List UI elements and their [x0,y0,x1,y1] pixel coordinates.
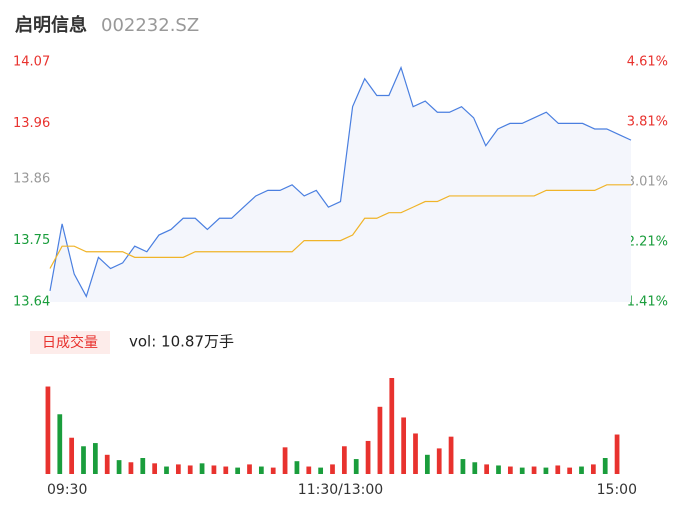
volume-bar [436,448,442,474]
volume-bar [602,458,608,474]
volume-bar [413,433,418,474]
volume-bar [187,465,193,474]
volume-bar [472,462,478,474]
volume-bar [247,464,252,474]
volume-bar [543,467,549,474]
volume-bar [294,461,300,474]
stock-code: 002232.SZ [101,15,199,36]
volume-bar [164,466,169,474]
volume-bar [258,466,264,474]
y2-tick-label: 2.21% [627,235,668,250]
x-tick-label: 11:30/13:00 [298,482,383,498]
volume-bar [614,434,620,474]
volume-label: vol: 10.87万手 [129,333,234,351]
x-tick-label: 09:30 [47,482,87,498]
y2-tick-label: 1.41% [627,295,668,310]
price-line [49,65,632,298]
volume-bar [69,437,75,474]
volume-bar [211,465,217,474]
volume-bar [590,464,596,474]
volume-bar [496,465,501,474]
y2-tick-label: 3.01% [627,175,668,190]
price-area [50,67,631,303]
volume-bar [531,466,537,474]
y-tick-label: 13.96 [13,116,50,131]
volume-bar [92,443,98,474]
volume-bar [377,406,383,474]
volume-bar [401,417,407,474]
volume-bar [81,446,86,474]
volume-bar [104,454,110,474]
volume-bar [199,463,205,474]
volume-bar [45,386,51,474]
volume-legend: 日成交量 [42,334,98,351]
volume-bar [318,467,324,474]
volume-bar [175,464,181,474]
y-tick-label: 14.07 [13,55,50,70]
y-tick-label: 13.75 [13,233,50,248]
average-line [49,184,631,269]
legend-box [30,331,110,354]
volume-bar [365,440,371,474]
volume-bar [424,454,430,474]
volume-bar [448,436,454,474]
volume-bar [282,447,288,474]
volume-bar [57,414,63,474]
volume-bar [341,446,347,474]
volume-bar [519,467,525,474]
volume-bar [567,467,573,474]
volume-bar [389,378,395,474]
volume-bar [235,467,241,474]
volume-bar [140,458,146,474]
volume-bar [270,467,276,474]
volume-bar [484,464,490,474]
volume-bar [330,464,335,474]
y-tick-label: 13.64 [13,295,50,310]
volume-bar [223,466,229,474]
volume-bar [460,459,466,474]
volume-bar [579,466,584,474]
volume-bar [555,465,561,474]
y2-tick-label: 4.61% [627,55,668,70]
volume-bar [353,459,359,474]
y2-tick-label: 3.81% [627,115,668,130]
volume-bar [116,460,122,474]
volume-bar [306,466,312,474]
stock-name: 启明信息 [15,14,87,36]
y-tick-label: 13.86 [13,172,50,187]
x-tick-label: 15:00 [597,482,637,498]
volume-bar [128,462,134,474]
volume-bar [507,466,513,474]
volume-bar [152,463,158,474]
